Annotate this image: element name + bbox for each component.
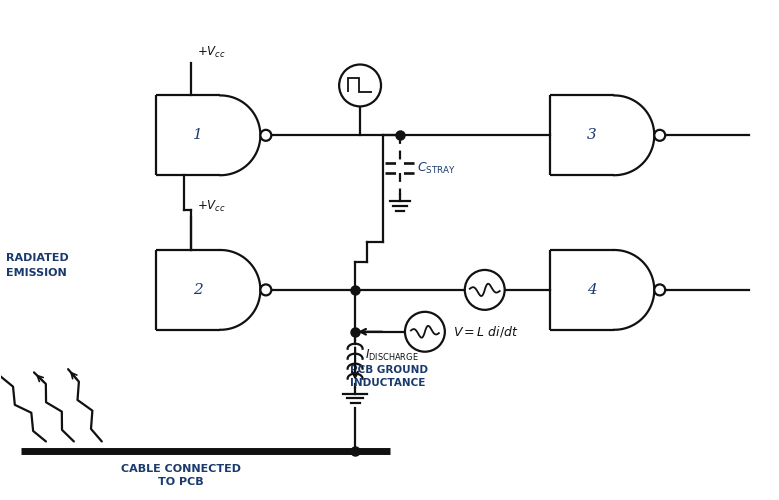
Text: INDUCTANCE: INDUCTANCE <box>350 378 425 388</box>
Text: $+V_{cc}$: $+V_{cc}$ <box>196 199 225 214</box>
Text: CABLE CONNECTED: CABLE CONNECTED <box>121 464 241 474</box>
Text: 4: 4 <box>587 283 597 297</box>
Circle shape <box>405 312 445 352</box>
Text: $C_{\rm STRAY}$: $C_{\rm STRAY}$ <box>417 160 456 176</box>
Circle shape <box>654 284 665 296</box>
Text: 2: 2 <box>193 283 203 297</box>
Circle shape <box>465 270 505 310</box>
Text: PCB GROUND: PCB GROUND <box>350 364 428 374</box>
Text: 3: 3 <box>587 128 597 142</box>
Text: $I_{\rm DISCHARGE}$: $I_{\rm DISCHARGE}$ <box>365 348 419 364</box>
Circle shape <box>260 130 271 141</box>
Text: RADIATED: RADIATED <box>6 253 69 263</box>
Circle shape <box>654 130 665 141</box>
Circle shape <box>260 284 271 296</box>
Text: $+V_{cc}$: $+V_{cc}$ <box>196 44 225 60</box>
Circle shape <box>339 64 381 106</box>
Text: TO PCB: TO PCB <box>158 478 203 488</box>
Text: 1: 1 <box>193 128 203 142</box>
Text: $V = L\ \mathit{d}i/\mathit{d}t$: $V = L\ \mathit{d}i/\mathit{d}t$ <box>453 324 519 340</box>
Text: EMISSION: EMISSION <box>6 268 67 278</box>
